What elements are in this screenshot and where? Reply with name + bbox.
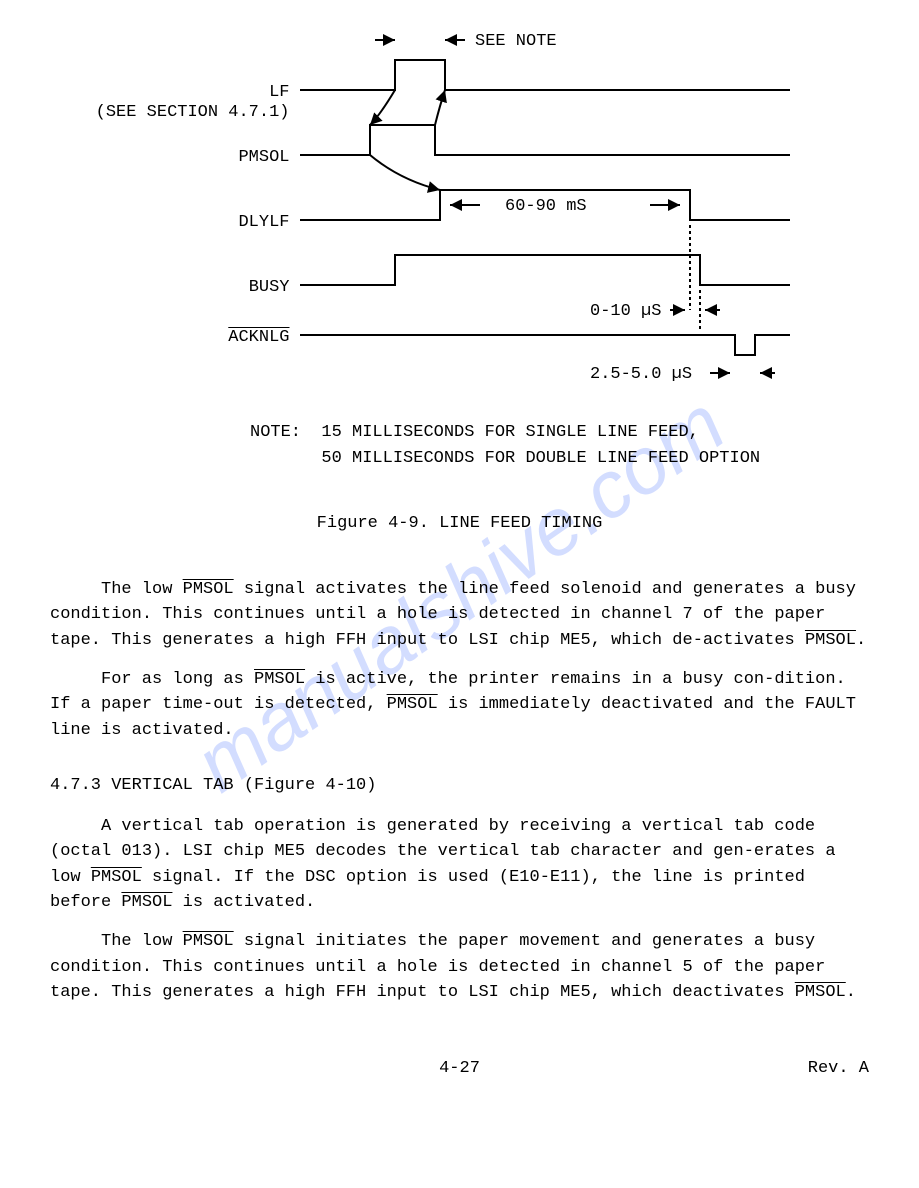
acknlg-delay: 0-10 µS xyxy=(590,302,661,321)
p4-text: The low xyxy=(101,932,183,951)
p1-pmsol2: PMSOL xyxy=(805,631,856,650)
paragraph-1: The low PMSOL signal activates the line … xyxy=(50,577,869,654)
timing-svg: SEE NOTE 60-90 mS 0-10 µS 2.5-5.0 xyxy=(110,30,810,390)
note-label: NOTE: xyxy=(250,423,301,442)
p2-pmsol: PMSOL xyxy=(254,670,305,689)
p4-pmsol2: PMSOL xyxy=(795,983,846,1002)
note-line2: 50 MILLISECONDS FOR DOUBLE LINE FEED OPT… xyxy=(321,449,760,468)
page-number: 4-27 xyxy=(170,1056,749,1082)
note-block: NOTE: 15 MILLISECONDS FOR SINGLE LINE FE… xyxy=(250,420,869,471)
p3-pmsol2: PMSOL xyxy=(121,893,172,912)
p4-pmsol: PMSOL xyxy=(183,932,234,951)
paragraph-2: For as long as PMSOL is active, the prin… xyxy=(50,667,869,744)
p1-text: The low xyxy=(101,580,183,599)
note-line1: 15 MILLISECONDS FOR SINGLE LINE FEED, xyxy=(321,423,698,442)
timing-diagram: LF (SEE SECTION 4.7.1) PMSOL DLYLF BUSY … xyxy=(110,30,810,400)
p1-text3: . xyxy=(856,631,866,650)
figure-caption: Figure 4-9. LINE FEED TIMING xyxy=(50,511,869,537)
see-note-text: SEE NOTE xyxy=(475,32,557,51)
dlylf-timing: 60-90 mS xyxy=(505,197,587,216)
paragraph-3: A vertical tab operation is generated by… xyxy=(50,814,869,916)
p2-pmsol2: PMSOL xyxy=(387,695,438,714)
acknlg-pulse: 2.5-5.0 µS xyxy=(590,365,692,384)
paragraph-4: The low PMSOL signal initiates the paper… xyxy=(50,929,869,1006)
section-heading: 4.7.3 VERTICAL TAB (Figure 4-10) xyxy=(50,773,869,799)
p1-pmsol: PMSOL xyxy=(183,580,234,599)
p3-text3: is activated. xyxy=(172,893,315,912)
p4-text3: . xyxy=(846,983,856,1002)
p2-text: For as long as xyxy=(101,670,254,689)
p3-pmsol: PMSOL xyxy=(91,868,142,887)
page-footer: 4-27 Rev. A xyxy=(50,1056,869,1082)
revision: Rev. A xyxy=(749,1056,869,1082)
